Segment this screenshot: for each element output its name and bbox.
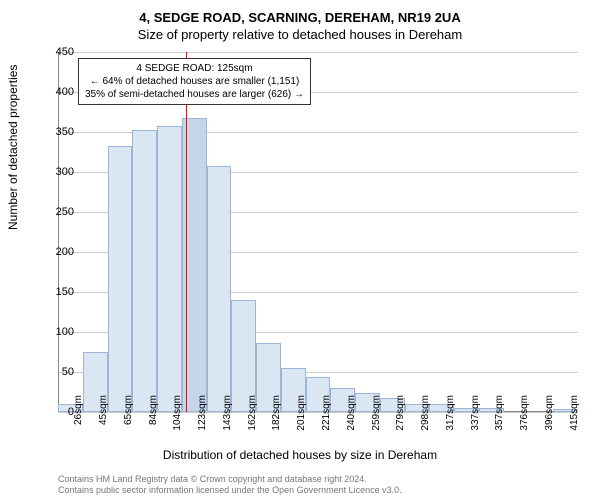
y-tick-label: 300 [44, 166, 74, 178]
x-tick-label: 376sqm [519, 395, 530, 437]
x-tick-label: 317sqm [445, 395, 456, 437]
histogram-bar [108, 146, 133, 412]
x-tick-label: 143sqm [222, 395, 233, 437]
chart-plot-area: 4 SEDGE ROAD: 125sqm← 64% of detached ho… [58, 52, 578, 412]
x-tick-label: 240sqm [346, 395, 357, 437]
title-line1: 4, SEDGE ROAD, SCARNING, DEREHAM, NR19 2… [0, 0, 600, 25]
x-tick-label: 65sqm [123, 395, 134, 437]
y-tick-label: 150 [44, 286, 74, 298]
x-tick-label: 298sqm [420, 395, 431, 437]
x-tick-label: 104sqm [172, 395, 183, 437]
annotation-line3: 35% of semi-detached houses are larger (… [85, 88, 304, 101]
y-tick-label: 450 [44, 46, 74, 58]
x-tick-label: 259sqm [371, 395, 382, 437]
x-tick-label: 415sqm [569, 395, 580, 437]
y-tick-label: 200 [44, 246, 74, 258]
x-tick-label: 337sqm [470, 395, 481, 437]
annotation-line2: ← 64% of detached houses are smaller (1,… [85, 75, 304, 88]
y-tick-label: 250 [44, 206, 74, 218]
footer-attribution: Contains HM Land Registry data © Crown c… [58, 474, 402, 497]
y-axis-line [58, 52, 59, 412]
gridline [58, 52, 578, 53]
x-tick-label: 26sqm [73, 395, 84, 437]
property-marker-line [186, 52, 187, 412]
histogram-bar [157, 126, 182, 412]
x-tick-label: 279sqm [395, 395, 406, 437]
y-tick-label: 350 [44, 126, 74, 138]
x-tick-label: 123sqm [197, 395, 208, 437]
y-tick-label: 0 [44, 406, 74, 418]
title-line2: Size of property relative to detached ho… [0, 25, 600, 48]
x-axis-label: Distribution of detached houses by size … [0, 448, 600, 462]
property-annotation: 4 SEDGE ROAD: 125sqm← 64% of detached ho… [78, 58, 311, 105]
x-tick-label: 357sqm [494, 395, 505, 437]
x-tick-label: 201sqm [296, 395, 307, 437]
annotation-line1: 4 SEDGE ROAD: 125sqm [85, 62, 304, 75]
x-tick-label: 162sqm [247, 395, 258, 437]
y-tick-label: 100 [44, 326, 74, 338]
x-tick-label: 84sqm [148, 395, 159, 437]
x-tick-label: 396sqm [544, 395, 555, 437]
x-tick-label: 45sqm [98, 395, 109, 437]
y-tick-label: 50 [44, 366, 74, 378]
y-axis-label: Number of detached properties [6, 65, 20, 230]
footer-line2: Contains public sector information licen… [58, 485, 402, 496]
x-tick-label: 182sqm [271, 395, 282, 437]
y-tick-label: 400 [44, 86, 74, 98]
histogram-bar [207, 166, 232, 412]
x-tick-label: 221sqm [321, 395, 332, 437]
footer-line1: Contains HM Land Registry data © Crown c… [58, 474, 402, 485]
histogram-bar [132, 130, 157, 412]
